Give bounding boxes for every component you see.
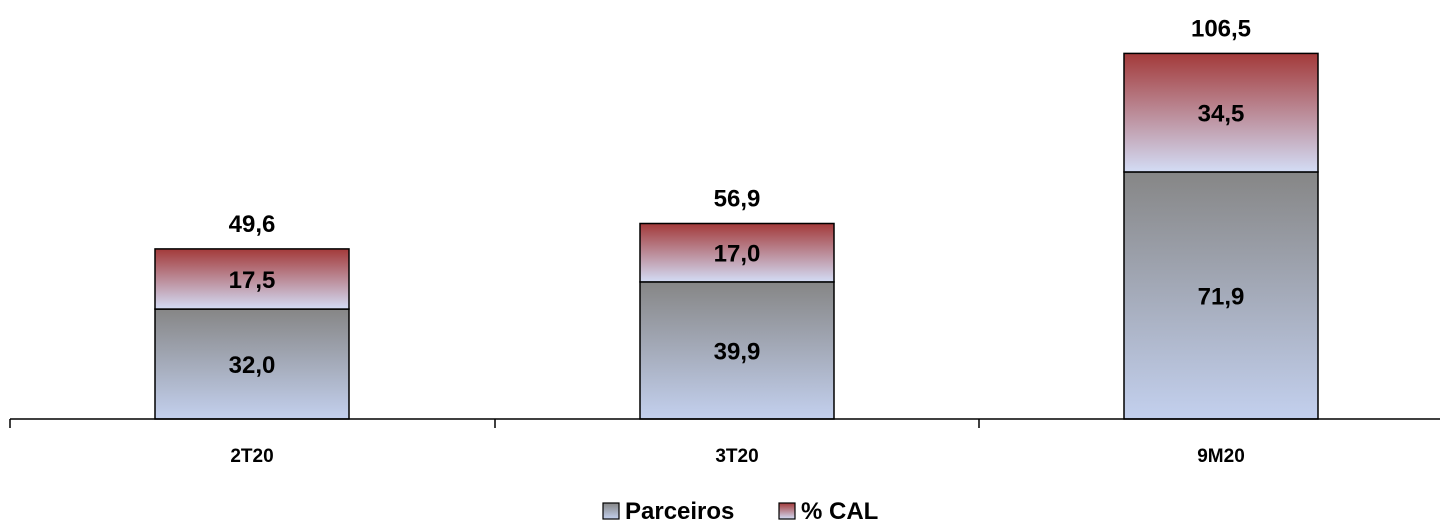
x-axis: 2T20 3T20 9M20 <box>9 418 1440 467</box>
bars-layer <box>154 52 1319 420</box>
value-label-parceiros-9m20: 71,9 <box>1198 283 1245 310</box>
legend-label-parceiros: Parceiros <box>625 498 734 524</box>
legend-swatch-parceiros <box>602 502 620 520</box>
bar--cal-2t20 <box>154 248 350 310</box>
x-tick-label-2t20: 2T20 <box>230 446 273 467</box>
x-tick-label-3t20: 3T20 <box>715 446 758 467</box>
bar--cal-3t20 <box>639 222 835 283</box>
x-tick-label-9m20: 9M20 <box>1197 446 1245 467</box>
total-label-3t20: 56,9 <box>714 185 761 212</box>
value-label--cal-3t20: 17,0 <box>714 241 761 268</box>
value-label-parceiros-2t20: 32,0 <box>229 352 276 379</box>
bar-parceiros-9m20 <box>1123 171 1319 420</box>
legend-swatch--cal <box>778 502 796 520</box>
total-label-9m20: 106,5 <box>1191 15 1251 42</box>
legend: Parceiros % CAL <box>602 498 878 524</box>
bar--cal-9m20 <box>1123 52 1319 173</box>
labels-layer: 32,0 17,5 49,6 39,9 17,0 56,9 71,9 34,5 106,5 <box>229 15 1251 379</box>
value-label--cal-2t20: 17,5 <box>229 267 276 294</box>
value-label--cal-9m20: 34,5 <box>1198 101 1245 128</box>
value-label-parceiros-3t20: 39,9 <box>714 338 761 365</box>
legend-label--cal: % CAL <box>801 498 878 524</box>
bar-parceiros-2t20 <box>154 308 350 420</box>
total-label-2t20: 49,6 <box>229 211 276 238</box>
